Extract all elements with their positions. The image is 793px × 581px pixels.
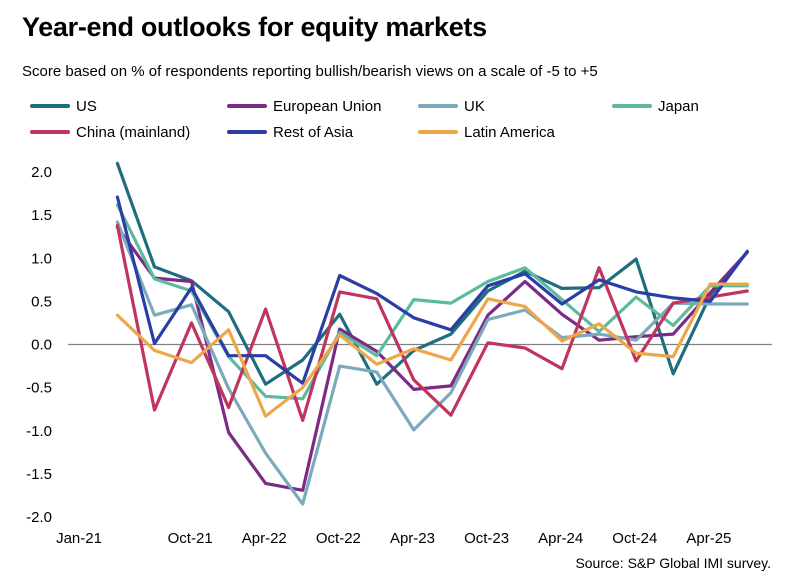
series-line-uk [115,220,749,506]
y-tick-label: -1.0 [26,423,52,440]
y-tick-label: -0.5 [26,380,52,397]
y-tick-label: -1.5 [26,466,52,483]
y-tick-label: 1.0 [31,250,52,267]
y-tick-label: -2.0 [26,509,52,526]
legend-swatch-japan [612,104,652,108]
chart-subtitle: Score based on % of respondents reportin… [22,63,598,80]
series-line-latin-america [115,282,749,418]
legend-swatch-european-union [227,104,267,108]
legend-item-uk: UK [418,96,485,116]
legend-swatch-rest-of-asia [227,130,267,134]
legend-label-uk: UK [464,97,485,115]
x-tick-label: Apr-22 [242,530,287,547]
x-tick-label: Oct-24 [612,530,657,547]
series-line-rest-of-asia [115,195,749,385]
legend-label-european-union: European Union [273,97,382,115]
legend-item-european-union: European Union [227,96,381,116]
legend-label-china-mainland: China (mainland) [76,123,191,141]
x-tick-label: Apr-24 [538,530,583,547]
y-axis-ticks: 2.0 1.5 1.0 0.5 0.0 -0.5 -1.0 -1.5 -2.0 [26,164,52,526]
legend-item-rest-of-asia: Rest of Asia [227,122,353,142]
y-tick-label: 1.5 [31,207,52,224]
x-tick-label: Jan-21 [56,530,102,547]
legend-label-japan: Japan [658,97,699,115]
legend-item-china-mainland: China (mainland) [30,122,190,142]
x-tick-label: Apr-25 [686,530,731,547]
x-tick-label: Apr-23 [390,530,435,547]
y-tick-label: 0.0 [31,337,52,354]
series-line-european-union [115,225,749,492]
chart-title: Year-end outlooks for equity markets [22,12,487,42]
x-tick-label: Oct-23 [464,530,509,547]
legend-label-us: US [76,97,97,115]
legend-label-rest-of-asia: Rest of Asia [273,123,354,141]
source-note: Source: S&P Global IMI survey. [575,555,771,571]
legend-item-us: US [30,96,97,116]
x-tick-label: Oct-22 [316,530,361,547]
legend-item-latin-america: Latin America [418,122,555,142]
x-tick-label: Oct-21 [168,530,213,547]
legend-swatch-us [30,104,70,108]
legend-label-latin-america: Latin America [464,123,555,141]
x-axis-ticks: Jan-21 Oct-21 Apr-22 Oct-22 Apr-23 Oct-23 Apr-… [56,530,731,547]
legend-swatch-uk [418,104,458,108]
legend: US European Union UK Japan China (mainla… [0,94,793,144]
series-line-us [115,161,749,386]
y-tick-label: 2.0 [31,164,52,181]
y-tick-label: 0.5 [31,293,52,310]
series-lines [115,161,749,506]
series-line-china-mainland [115,223,749,422]
legend-item-japan: Japan [612,96,699,116]
legend-swatch-latin-america [418,130,458,134]
legend-swatch-china-mainland [30,130,70,134]
